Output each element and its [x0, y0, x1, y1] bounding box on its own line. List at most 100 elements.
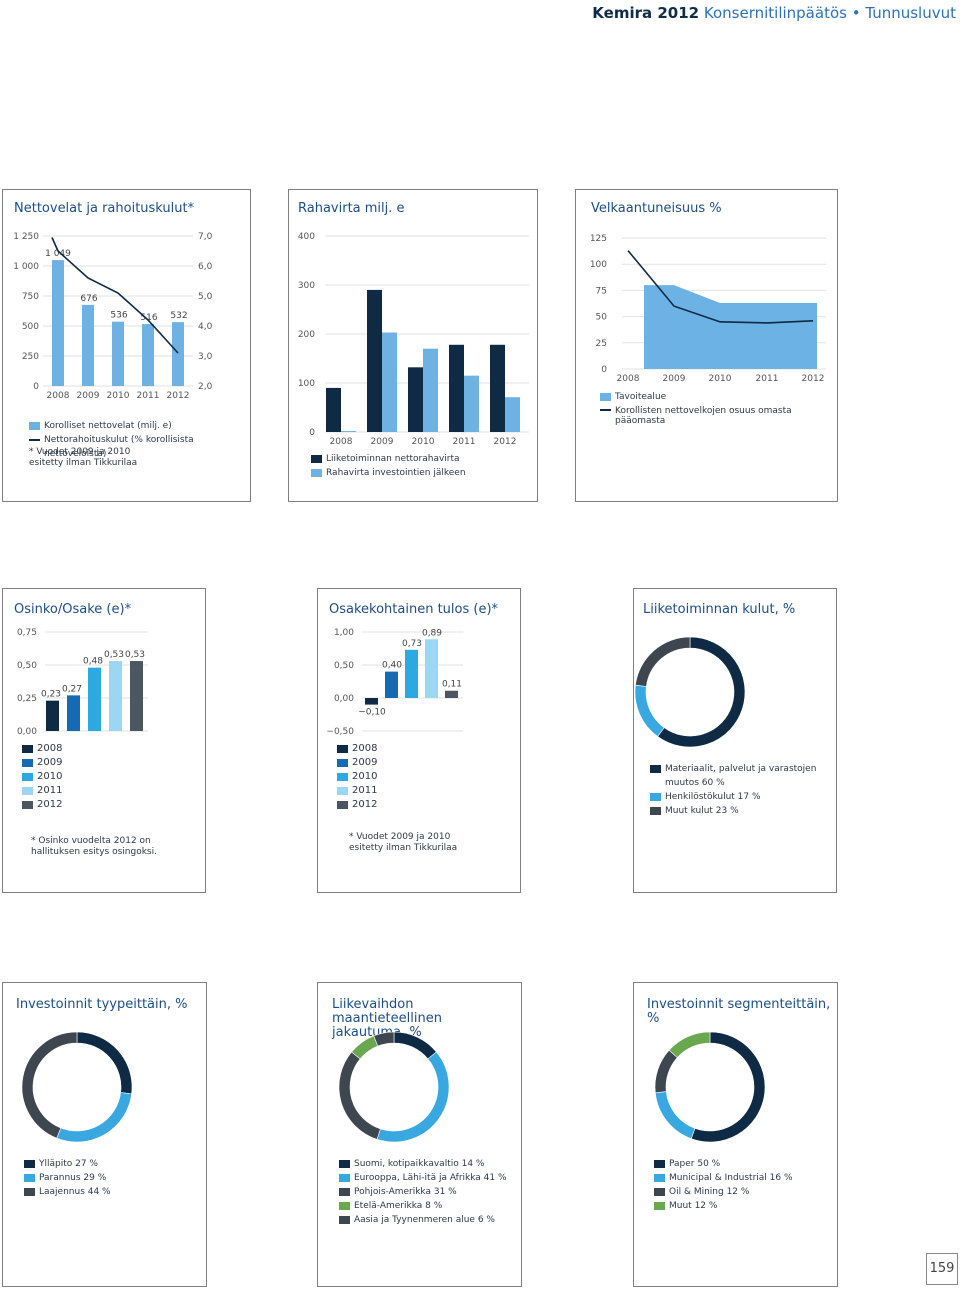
legend-item: 2010 — [22, 770, 62, 784]
y2-tick-label: 3,0 — [198, 352, 213, 362]
chart-title: Osinko/Osake (e)* — [14, 602, 132, 617]
legend-label: Laajennus 44 % — [39, 1187, 111, 1197]
y2-tick-label: 2,0 — [198, 382, 213, 392]
bar — [172, 322, 184, 386]
chart-rahavirta: 400 300 200 100 0 2008 2009 2010 2011 2012 — [298, 232, 529, 446]
chart-title: Liiketoiminnan kulut, % — [643, 602, 796, 617]
legend-swatch — [22, 787, 33, 795]
legend-swatch — [337, 787, 348, 795]
legend-item: Municipal & Industrial 16 % — [654, 1171, 834, 1185]
bar-value-label: −0,10 — [358, 708, 386, 718]
legend-item: Muut 12 % — [654, 1199, 834, 1213]
legend-swatch — [24, 1160, 35, 1168]
legend-swatch — [339, 1202, 350, 1210]
legend: Paper 50 % Municipal & Industrial 16 % Oil… — [654, 1157, 834, 1213]
legend-item: Materiaalit, palvelut ja varastojen muut… — [650, 762, 830, 790]
footnote: * Osinko vuodelta 2012 on hallituksen es… — [31, 836, 157, 857]
legend-item: Suomi, kotipaikkavaltio 14 % — [339, 1157, 519, 1171]
legend-swatch — [29, 422, 40, 430]
y2-tick-label: 5,0 — [198, 292, 213, 302]
legend-swatch — [654, 1174, 665, 1182]
legend-label: Materiaalit, palvelut ja varastojen muut… — [665, 764, 817, 788]
donut-slice — [338, 1051, 381, 1140]
panel-kulut: Liiketoiminnan kulut, % Materiaalit, pal… — [633, 588, 837, 893]
bar-value-label: 676 — [80, 294, 97, 304]
panel-liikevaihto: Liikevaihdon maantieteellinen jakautuma,… — [317, 982, 522, 1287]
bar — [67, 695, 80, 731]
legend-item: 2008 — [22, 742, 62, 756]
page-header: Kemira 2012 Konsernitilinpäätös • Tunnus… — [592, 4, 956, 22]
bar-value-label: 536 — [110, 311, 127, 321]
legend-swatch — [337, 745, 348, 753]
legend-item: Ylläpito 27 % — [24, 1157, 204, 1171]
y-tick-label: 0,75 — [17, 628, 37, 638]
x-tick-label: 2009 — [371, 437, 394, 446]
x-tick-label: 2008 — [330, 437, 353, 446]
donut-investoinnit-tyyppi — [21, 1031, 133, 1143]
y-tick-label: 250 — [22, 352, 39, 362]
bar — [112, 321, 124, 386]
donut-slice — [351, 1035, 379, 1060]
chart-nettovelat: 1 250 1 000 750 500 250 0 7,0 6,0 5,0 4,0 3,0 2,0 1 … — [13, 232, 213, 401]
x-tick-label: 2008 — [47, 391, 70, 401]
legend-swatch — [654, 1188, 665, 1196]
legend-label: 2011 — [37, 785, 63, 796]
bar-value-label: 0,89 — [422, 628, 442, 638]
legend-label: Muut 12 % — [669, 1201, 718, 1211]
chart-title: Rahavirta milj. e — [298, 201, 405, 216]
legend-label: Etelä-Amerikka 8 % — [354, 1201, 443, 1211]
donut-slice — [56, 1092, 132, 1143]
legend-label: 2012 — [37, 799, 63, 810]
chart-eps: 1,00 0,50 0,00 −0,50 −0,10 0,40 0,730,89 0,11 — [326, 628, 463, 737]
y-tick-label: 25 — [596, 339, 607, 349]
panel-investoinnit-tyyppi: Investoinnit tyypeittäin, % Ylläpito 27 … — [2, 982, 207, 1287]
y-tick-label: 0,00 — [334, 694, 354, 704]
bar — [365, 698, 378, 705]
chart-title: Investoinnit tyypeittäin, % — [16, 997, 188, 1012]
legend-item: Laajennus 44 % — [24, 1185, 204, 1199]
x-tick-label: 2010 — [107, 391, 130, 401]
y-tick-label: 200 — [298, 330, 315, 340]
header-brand: Kemira 2012 — [592, 4, 700, 22]
legend-swatch — [22, 759, 33, 767]
legend-swatch — [337, 773, 348, 781]
donut-kulut — [634, 636, 746, 748]
bar — [382, 332, 397, 432]
legend-swatch — [339, 1160, 350, 1168]
legend-swatch — [600, 393, 611, 401]
bar-value-label: 0,40 — [382, 661, 402, 671]
x-tick-label: 2009 — [663, 374, 686, 384]
x-tick-label: 2008 — [617, 374, 640, 384]
legend-label: Rahavirta investointien jälkeen — [326, 468, 466, 478]
y-tick-label: 0,25 — [17, 694, 37, 704]
chart-title: Velkaantuneisuus % — [591, 201, 722, 216]
y-tick-label: 1 000 — [13, 262, 39, 272]
y-tick-label: −0,50 — [326, 727, 354, 737]
footnote: * Vuodet 2009 ja 2010 esitetty ilman Tik… — [349, 832, 458, 853]
donut-slice — [654, 1049, 678, 1094]
legend: Liiketoiminnan nettorahavirta Rahavirta … — [311, 452, 531, 480]
legend-label: Pohjois-Amerikka 31 % — [354, 1187, 457, 1197]
legend-label: 2010 — [352, 771, 378, 782]
donut-slice — [657, 636, 746, 748]
legend-label: 2009 — [37, 757, 63, 768]
bar-value-label: 516 — [140, 313, 157, 323]
series-line — [627, 250, 814, 324]
legend: Korolliset nettovelat (milj. e) Nettorah… — [29, 419, 244, 461]
legend-label: Korollisten nettovelkojen osuus omasta p… — [615, 406, 792, 426]
y-tick-label: 300 — [298, 281, 315, 291]
y-tick-label: 1,00 — [334, 628, 354, 638]
donut-slice — [76, 1031, 133, 1095]
y-tick-label: 50 — [596, 313, 608, 323]
legend-swatch — [339, 1216, 350, 1224]
bar-value-label: 0,27 — [62, 684, 82, 694]
bar — [88, 667, 101, 731]
panel-velkaantuneisuus: Velkaantuneisuus % 125 100 75 50 25 0 2008 2009… — [575, 189, 838, 502]
legend-label: Eurooppa, Lähi-itä ja Afrikka 41 % — [354, 1173, 507, 1183]
legend-label: 2012 — [352, 799, 378, 810]
bar — [341, 431, 356, 432]
donut-slice — [634, 684, 665, 737]
legend-item: 2012 — [22, 798, 62, 812]
bar — [82, 304, 94, 386]
donut-slice — [635, 636, 691, 687]
